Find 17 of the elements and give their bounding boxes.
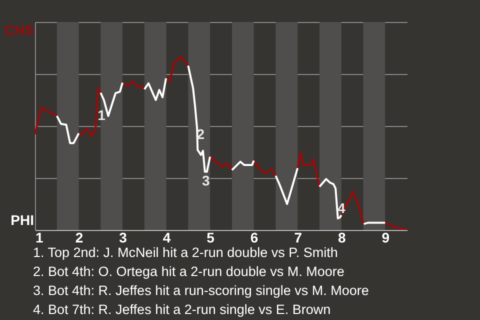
x-tick-label: 2 bbox=[75, 230, 84, 246]
text: PHI bbox=[10, 212, 34, 228]
x-tick-label: 6 bbox=[250, 230, 258, 246]
text: 3. Bot 4th: R. Jeffes hit a run-scoring single vs M. Moore bbox=[33, 283, 369, 298]
x-tick-label: 3 bbox=[119, 230, 128, 246]
x-tick-label: 7 bbox=[294, 230, 302, 246]
text: 1. Top 2nd: J. McNeil hit a 2-run double vs P. Smith bbox=[33, 245, 338, 260]
text: 4. Bot 7th: R. Jeffes hit a 2-run single vs E. Brown bbox=[33, 302, 331, 317]
x-tick-label: 4 bbox=[162, 230, 171, 246]
x-tick-label: 1 bbox=[36, 230, 44, 246]
annotation: 3 bbox=[202, 172, 210, 188]
x-tick-label: 9 bbox=[382, 230, 390, 246]
text: 2. Bot 4th: O. Ortega hit a 2-run double vs M. Moore bbox=[33, 264, 344, 279]
x-tick-label: 5 bbox=[206, 230, 215, 246]
annotation: 1 bbox=[98, 106, 106, 123]
x-tick-label: 8 bbox=[338, 230, 346, 246]
text: CHS bbox=[4, 22, 34, 38]
